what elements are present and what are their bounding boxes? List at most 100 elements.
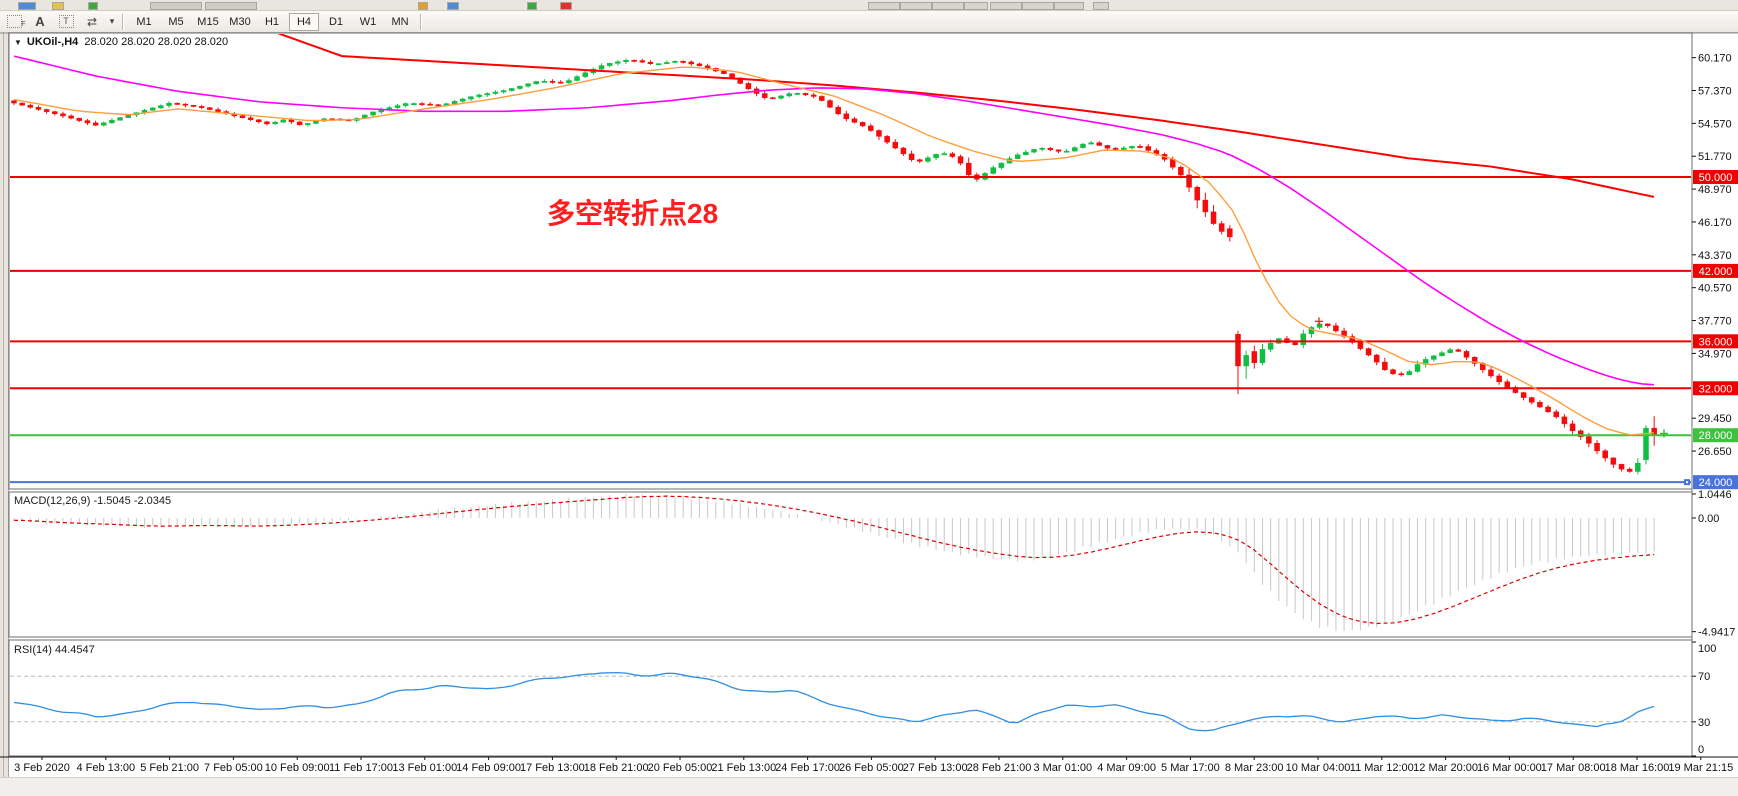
price-level-badge-label: 50.000 xyxy=(1699,172,1733,184)
clipped-toolbar-fragment xyxy=(932,2,964,10)
text-box-icon[interactable]: T xyxy=(54,13,78,30)
rsi-indicator-label: RSI(14) 44.4547 xyxy=(14,644,95,656)
candle-body xyxy=(247,117,254,121)
candle-body xyxy=(109,119,115,124)
timeframe-button-m5[interactable]: M5 xyxy=(168,15,184,28)
time-axis-label: 18 Mar 16:00 xyxy=(1605,762,1670,774)
macd-pane[interactable] xyxy=(8,491,1693,638)
candle-body xyxy=(305,123,311,126)
candle-body xyxy=(1210,211,1217,224)
price-level-badge xyxy=(1693,475,1738,490)
ohlc-readout: 28.020 28.020 28.020 28.020 xyxy=(84,36,229,48)
price-level-badge-label: 42.000 xyxy=(1699,266,1733,278)
clipped-toolbar-fragment xyxy=(1054,2,1084,10)
candle-body xyxy=(925,157,931,162)
candle-body xyxy=(778,95,784,99)
candle-body xyxy=(517,85,523,89)
clipped-toolbar-fragment xyxy=(18,2,36,10)
timeframe-button-d1[interactable]: D1 xyxy=(328,15,344,28)
candle-body xyxy=(786,93,792,97)
candle-body xyxy=(1227,228,1233,238)
candle-body xyxy=(647,61,654,64)
time-axis-label: 8 Mar 23:00 xyxy=(1225,762,1284,774)
timeframe-button-w1[interactable]: W1 xyxy=(359,15,377,28)
candle-body xyxy=(721,70,727,74)
candle-body xyxy=(965,162,972,176)
price-level-badge xyxy=(1693,170,1738,184)
candle-body xyxy=(1063,150,1070,153)
candle-body xyxy=(1129,146,1135,149)
snap-grid-icon[interactable]: F xyxy=(2,13,26,30)
symbol-label: UKOil-,H4 xyxy=(26,36,79,48)
candle-body xyxy=(1553,411,1559,418)
candle-body xyxy=(1545,406,1551,413)
main-chart-pane[interactable] xyxy=(8,32,1693,490)
candle-body xyxy=(35,107,42,110)
time-axis-label: 21 Feb 13:00 xyxy=(711,762,776,774)
text-label-icon[interactable]: A xyxy=(35,14,45,29)
candle-body xyxy=(835,106,841,115)
candle-body xyxy=(876,130,882,137)
candle-body xyxy=(655,63,662,66)
candle-body xyxy=(11,100,17,104)
price-tick-label: 46.170 xyxy=(1698,217,1732,229)
candle-body xyxy=(1471,356,1478,364)
candle-body xyxy=(256,119,262,123)
candle-body xyxy=(296,121,303,126)
candle-body xyxy=(101,122,107,126)
timeframe-button-m30[interactable]: M30 xyxy=(229,15,251,28)
candle-body xyxy=(427,103,433,106)
timeframe-button-m15[interactable]: M15 xyxy=(197,15,219,28)
hline-drag-handle-dot xyxy=(1686,481,1688,484)
macd-axis-label: 0.00 xyxy=(1698,513,1719,525)
candle-body xyxy=(1537,401,1543,408)
timeframe-button-mn[interactable]: MN xyxy=(391,15,409,28)
candle-body xyxy=(1390,369,1396,374)
cursor-mode-caret-icon[interactable]: ▾ xyxy=(109,16,115,26)
candle-body xyxy=(802,93,809,96)
candle-body xyxy=(1635,462,1641,472)
timeframe-button-h1[interactable]: H1 xyxy=(264,15,280,28)
timeframe-group: M1 M5 M15 M30 H1 H4 D1 W1 MN xyxy=(128,12,416,31)
candle-body xyxy=(615,61,621,64)
clipped-toolbar-fragment xyxy=(1093,2,1109,10)
candle-body xyxy=(1178,166,1184,176)
candle-body xyxy=(1463,351,1470,358)
candle-body xyxy=(696,63,703,67)
candle-body xyxy=(215,109,221,112)
candle-body xyxy=(68,115,74,119)
price-tick-label: 29.450 xyxy=(1698,413,1732,425)
candle-body xyxy=(941,153,947,156)
symbol-dropdown-icon[interactable]: ▼ xyxy=(14,38,22,47)
candle-body xyxy=(1488,369,1494,377)
price-tick-label: 40.570 xyxy=(1698,283,1732,295)
time-axis-label: 28 Feb 21:00 xyxy=(967,762,1032,774)
candle-body xyxy=(623,59,629,63)
candle-body xyxy=(239,115,246,118)
candle-body xyxy=(84,120,91,124)
candle-body xyxy=(957,156,964,164)
ma-fast-line xyxy=(13,66,1655,436)
price-level-badge-label: 28.000 xyxy=(1699,430,1733,442)
macd-indicator-label: MACD(12,26,9) -1.5045 -2.0345 xyxy=(14,495,172,507)
candle-body xyxy=(1080,143,1086,148)
time-axis-label: 12 Mar 20:00 xyxy=(1413,762,1478,774)
cursor-mode-icon[interactable]: ⇄ xyxy=(86,14,98,29)
clipped-toolbar-row xyxy=(0,0,1738,11)
rsi-pane[interactable] xyxy=(8,639,1693,757)
candle-body xyxy=(1333,325,1339,332)
candle-body xyxy=(1455,349,1462,352)
candle-body xyxy=(900,147,907,155)
candle-body xyxy=(1325,323,1331,326)
timeframe-button-m1[interactable]: M1 xyxy=(136,15,152,28)
timeframe-button-h4[interactable]: H4 xyxy=(289,12,319,31)
candle-body xyxy=(288,119,295,123)
candle-body xyxy=(280,119,287,123)
time-axis-label: 16 Mar 00:00 xyxy=(1477,762,1542,774)
candle-body xyxy=(1504,381,1511,388)
time-axis-label: 18 Feb 21:00 xyxy=(584,762,649,774)
candle-body xyxy=(1382,361,1388,370)
time-axis-label: 3 Mar 01:00 xyxy=(1033,762,1092,774)
status-strip xyxy=(0,777,1738,796)
